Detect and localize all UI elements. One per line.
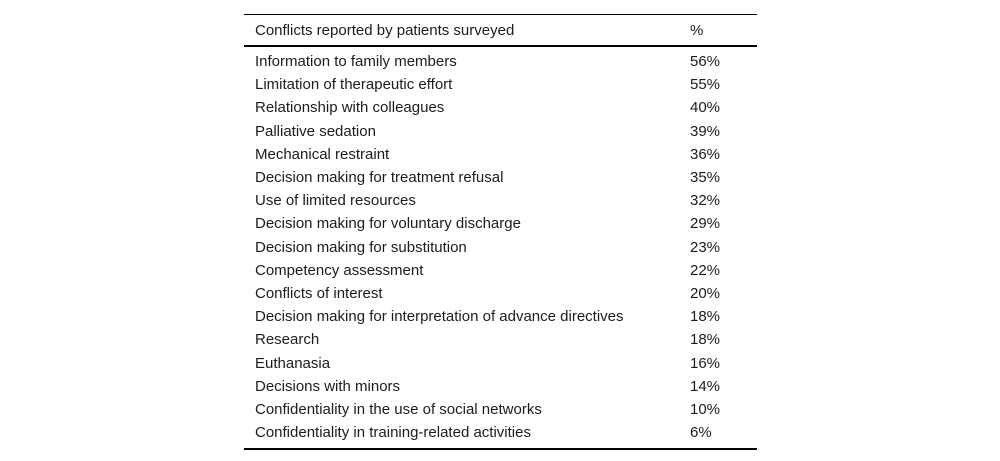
row-label: Mechanical restraint: [255, 145, 390, 163]
row-label: Limitation of therapeutic effort: [255, 76, 453, 94]
row-value: 20%: [690, 284, 721, 302]
table-row: Decision making for interpretation of ad…: [244, 305, 757, 328]
row-value: 35%: [690, 169, 721, 187]
table-row: Use of limited resources 32%: [244, 189, 757, 212]
table-row: Competency assessment 22%: [244, 259, 757, 282]
row-label: Decision making for substitution: [255, 238, 467, 256]
table-header-row: Conflicts reported by patients surveyed …: [244, 15, 757, 45]
row-value: 14%: [690, 377, 721, 395]
row-value: 39%: [690, 122, 721, 140]
row-label: Relationship with colleagues: [255, 99, 445, 117]
table-row: Information to family members 56%: [244, 50, 757, 73]
table-bottom-rule: [244, 448, 757, 451]
row-value: 56%: [690, 53, 721, 71]
row-label: Research: [255, 331, 320, 349]
row-label: Confidentiality in training-related acti…: [255, 424, 531, 442]
header-label: Conflicts reported by patients surveyed: [255, 21, 515, 39]
row-label: Information to family members: [255, 53, 457, 71]
row-value: 29%: [690, 215, 721, 233]
row-value: 18%: [690, 308, 721, 326]
row-value: 23%: [690, 238, 721, 256]
row-label: Decisions with minors: [255, 377, 401, 395]
row-value: 55%: [690, 76, 721, 94]
row-value: 22%: [690, 261, 721, 279]
row-value: 6%: [690, 424, 712, 442]
row-value: 16%: [690, 354, 721, 372]
row-label: Conflicts of interest: [255, 284, 383, 302]
table-row: Decisions with minors 14%: [244, 375, 757, 398]
table-row: Relationship with colleagues 40%: [244, 96, 757, 119]
row-value: 32%: [690, 192, 721, 210]
row-label: Competency assessment: [255, 261, 424, 279]
table-row: Decision making for substitution 23%: [244, 236, 757, 259]
row-value: 36%: [690, 145, 721, 163]
table-top-rule: [244, 14, 757, 15]
table-row: Confidentiality in the use of social net…: [244, 398, 757, 421]
table-body: Information to family members 56% Limita…: [244, 47, 757, 448]
table-row: Decision making for voluntary discharge …: [244, 212, 757, 235]
row-label: Euthanasia: [255, 354, 331, 372]
table-header-rule: [244, 45, 757, 47]
table-row: Conflicts of interest 20%: [244, 282, 757, 305]
row-value: 40%: [690, 99, 721, 117]
row-label: Decision making for treatment refusal: [255, 169, 504, 187]
row-label: Palliative sedation: [255, 122, 376, 140]
table-row: Research 18%: [244, 328, 757, 351]
row-label: Decision making for voluntary discharge: [255, 215, 521, 233]
row-value: 10%: [690, 400, 721, 418]
header-percent-label: %: [690, 21, 704, 39]
table-row: Mechanical restraint 36%: [244, 143, 757, 166]
row-label: Use of limited resources: [255, 192, 416, 210]
table-row: Palliative sedation 39%: [244, 120, 757, 143]
row-value: 18%: [690, 331, 721, 349]
conflicts-table: Conflicts reported by patients surveyed …: [244, 14, 757, 451]
table-row: Confidentiality in training-related acti…: [244, 421, 757, 444]
row-label: Decision making for interpretation of ad…: [255, 308, 624, 326]
table-row: Decision making for treatment refusal 35…: [244, 166, 757, 189]
table-row: Euthanasia 16%: [244, 351, 757, 374]
row-label: Confidentiality in the use of social net…: [255, 400, 542, 418]
table-row: Limitation of therapeutic effort 55%: [244, 73, 757, 96]
